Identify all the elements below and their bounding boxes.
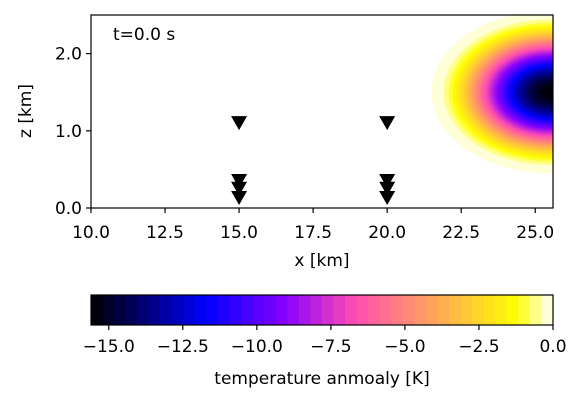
- colorbar-level: [183, 295, 196, 325]
- colorbar-level: [391, 295, 404, 325]
- colorbar-label: temperature anmoaly [K]: [214, 369, 429, 389]
- colorbar-level: [194, 295, 208, 325]
- colorbar-level: [449, 295, 462, 325]
- colorbar-ticks: −15.0 −12.5 −10.0 −7.5 −5.0 −2.5 0.0: [83, 325, 567, 357]
- colorbar-tick-label: −5.0: [384, 337, 425, 357]
- colorbar-level: [160, 295, 173, 325]
- x-tick-label: 20.0: [368, 223, 406, 243]
- colorbar-level: [472, 295, 485, 325]
- colorbar-level: [379, 295, 392, 325]
- colorbar-level: [518, 295, 531, 325]
- x-axis-label: x [km]: [294, 251, 349, 271]
- colorbar-level: [425, 295, 439, 325]
- colorbar-level: [114, 295, 127, 325]
- station-markers: [231, 116, 396, 205]
- colorbar-level: [529, 295, 543, 325]
- colorbar-tick-label: 0.0: [539, 337, 566, 357]
- colorbar-level: [437, 295, 450, 325]
- colorbar-level: [102, 295, 115, 325]
- colorbar-level: [356, 295, 369, 325]
- colorbar-level: [333, 295, 346, 325]
- colorbar-level: [287, 295, 300, 325]
- anomaly-contour-band: [539, 85, 553, 100]
- y-tick-label: 0.0: [55, 199, 82, 219]
- x-tick-label: 22.5: [442, 223, 480, 243]
- temperature-anomaly-bubble: [431, 15, 553, 174]
- colorbar-level: [264, 295, 277, 325]
- colorbar-level: [229, 295, 242, 325]
- y-axis-ticks: 0.0 1.0 2.0: [55, 45, 91, 219]
- station-marker: [231, 116, 248, 131]
- x-tick-label: 10.0: [72, 223, 110, 243]
- colorbar-level: [241, 295, 254, 325]
- x-tick-label: 17.5: [294, 223, 332, 243]
- colorbar-level: [148, 295, 161, 325]
- colorbar-tick-label: −15.0: [83, 337, 135, 357]
- x-axis-ticks: 10.0 12.5 15.0 17.5 20.0 22.5 25.0: [72, 208, 554, 243]
- x-tick-label: 12.5: [146, 223, 184, 243]
- y-axis-label: z [km]: [16, 84, 36, 138]
- plot-frame: [90, 14, 554, 209]
- colorbar-level: [506, 295, 519, 325]
- colorbar-level: [218, 295, 231, 325]
- colorbar-tick-label: −12.5: [157, 337, 209, 357]
- colorbar-level: [171, 295, 184, 325]
- colorbar-tick-label: −7.5: [310, 337, 351, 357]
- colorbar-level: [402, 295, 415, 325]
- colorbar-level: [252, 295, 265, 325]
- colorbar-level: [414, 295, 427, 325]
- station-marker: [379, 190, 396, 205]
- station-marker: [379, 116, 396, 131]
- colorbar-level: [206, 295, 219, 325]
- colorbar-level: [495, 295, 508, 325]
- colorbar-frame: [90, 294, 554, 326]
- station-marker: [231, 173, 248, 188]
- station-marker: [379, 181, 396, 196]
- colorbar-level: [322, 295, 335, 325]
- colorbar-level: [345, 295, 358, 325]
- colorbar-level: [368, 295, 381, 325]
- colorbar-level: [91, 295, 104, 325]
- colorbar-tick-label: −2.5: [458, 337, 499, 357]
- colorbar-level: [275, 295, 288, 325]
- colorbar: −15.0 −12.5 −10.0 −7.5 −5.0 −2.5 0.0 temperatu…: [83, 294, 567, 389]
- colorbar-level: [310, 295, 323, 325]
- station-marker: [231, 190, 248, 205]
- x-tick-label: 25.0: [516, 223, 554, 243]
- colorbar-level: [137, 295, 150, 325]
- colorbar-level: [125, 295, 138, 325]
- colorbar-level: [483, 295, 496, 325]
- x-tick-label: 15.0: [220, 223, 258, 243]
- y-tick-label: 1.0: [55, 122, 82, 142]
- station-marker: [231, 181, 248, 196]
- colorbar-gradient: [91, 295, 554, 325]
- main-plot: 10.0 12.5 15.0 17.5 20.0 22.5 25.0 0.0 1.0 2.0 t…: [16, 14, 554, 271]
- y-tick-label: 2.0: [55, 45, 82, 65]
- colorbar-tick-label: −10.0: [231, 337, 283, 357]
- station-marker: [379, 173, 396, 188]
- time-annotation: t=0.0 s: [113, 25, 175, 45]
- colorbar-level: [541, 295, 554, 325]
- colorbar-level: [298, 295, 312, 325]
- colorbar-level: [460, 295, 473, 325]
